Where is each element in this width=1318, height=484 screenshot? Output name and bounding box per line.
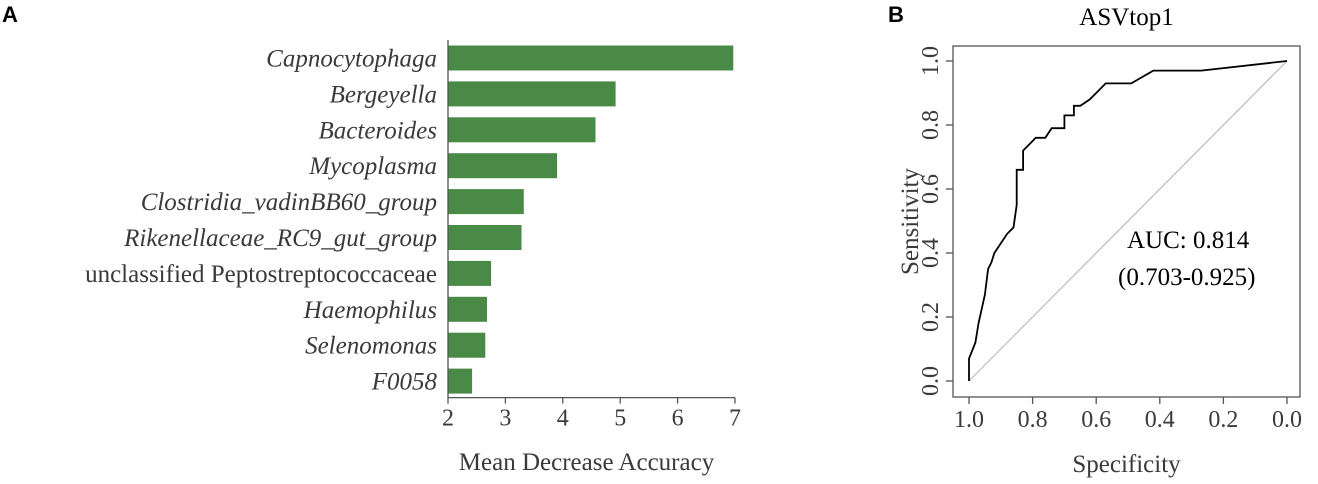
y-tick-label: 0.6 [918, 174, 944, 204]
bar [448, 260, 492, 286]
x-axis: 2 3 4 5 6 7 [442, 40, 741, 432]
bar [448, 225, 522, 250]
y-axis-title: Sensitivity [897, 168, 924, 275]
category-label: Mycoplasma [308, 153, 437, 180]
bar [448, 81, 616, 107]
y-tick-label: 0.2 [918, 302, 944, 332]
panel-a-label: A [2, 2, 18, 27]
category-label: unclassified Peptostreptococcaceae [85, 261, 437, 288]
x-tick-label: 3 [499, 406, 511, 432]
category-label: Capnocytophaga [266, 46, 437, 73]
panel-b-label: B [888, 2, 904, 27]
y-axis: 0.0 0.2 0.4 0.6 0.8 1.0 [918, 46, 953, 396]
plot-frame [952, 45, 1301, 398]
y-tick-label: 0.8 [918, 110, 944, 140]
bar [448, 189, 524, 215]
x-tick-label: 5 [614, 406, 626, 432]
bars-group [448, 45, 734, 394]
x-axis-title: Mean Decrease Accuracy [459, 449, 715, 476]
category-label: Selenomonas [305, 333, 437, 360]
category-label: Clostridia_vadinBB60_group [141, 189, 437, 216]
importance-chart: A Capnocytophaga Bergeyella Bacteroides Myc… [2, 2, 741, 476]
y-tick-label: 1.0 [918, 46, 944, 76]
bar [448, 117, 596, 143]
x-tick-label: 4 [557, 406, 569, 432]
x-tick-label: 0.8 [1018, 407, 1048, 433]
x-tick-label: 1.0 [954, 407, 984, 433]
y-tick-label: 0.0 [918, 366, 944, 396]
bar [448, 296, 487, 322]
category-label: Bacteroides [319, 117, 437, 144]
x-axis: 1.0 0.8 0.6 0.4 0.2 0.0 [954, 397, 1302, 433]
x-tick-label: 0.4 [1145, 407, 1175, 433]
category-label: Haemophilus [303, 297, 437, 324]
bar [448, 368, 473, 394]
x-axis-title: Specificity [1072, 451, 1181, 478]
bar [448, 153, 558, 179]
category-label: Rikenellaceae_RC9_gut_group [123, 225, 437, 252]
x-tick-label: 2 [442, 406, 454, 432]
x-tick-label: 0.6 [1081, 407, 1111, 433]
auc-ci: (0.703-0.925) [1118, 264, 1255, 291]
bar [448, 45, 734, 71]
category-label: F0058 [371, 369, 438, 396]
x-tick-label: 6 [672, 406, 684, 432]
x-tick-label: 0.0 [1272, 407, 1302, 433]
roc-title: ASVtop1 [1079, 4, 1173, 31]
category-labels: Capnocytophaga Bergeyella Bacteroides Mycop… [85, 46, 437, 396]
roc-curve [968, 60, 1288, 381]
category-label: Bergeyella [330, 81, 437, 108]
y-tick-label: 0.4 [918, 238, 944, 268]
auc-value: AUC: 0.814 [1127, 227, 1250, 254]
reference-diagonal [968, 60, 1288, 382]
x-tick-label: 0.2 [1208, 407, 1238, 433]
roc-chart: B ASVtop1 1.0 0.8 0.6 0.4 0.2 0.0 0.00.20.40.… [888, 2, 1302, 478]
x-tick-label: 7 [729, 406, 741, 432]
bar [448, 332, 486, 358]
